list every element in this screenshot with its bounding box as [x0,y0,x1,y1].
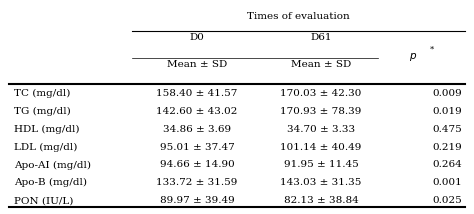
Text: 0.219: 0.219 [432,143,462,152]
Text: Apo-B (mg/dl): Apo-B (mg/dl) [14,178,87,187]
Text: Apo-AI (mg/dl): Apo-AI (mg/dl) [14,160,91,169]
Text: 170.93 ± 78.39: 170.93 ± 78.39 [281,107,362,116]
Text: 82.13 ± 38.84: 82.13 ± 38.84 [284,196,358,205]
Text: Times of evaluation: Times of evaluation [247,12,350,21]
Text: Mean ± SD: Mean ± SD [291,60,351,69]
Text: 143.03 ± 31.35: 143.03 ± 31.35 [281,178,362,187]
Text: 0.264: 0.264 [432,160,462,169]
Text: $p$: $p$ [409,51,418,62]
Text: 0.019: 0.019 [432,107,462,116]
Text: 94.66 ± 14.90: 94.66 ± 14.90 [160,160,235,169]
Text: TC (mg/dl): TC (mg/dl) [14,89,71,98]
Text: D0: D0 [190,33,205,42]
Text: 101.14 ± 40.49: 101.14 ± 40.49 [281,143,362,152]
Text: PON (IU/L): PON (IU/L) [14,196,73,205]
Text: D61: D61 [310,33,332,42]
Text: *: * [429,45,434,53]
Text: 95.01 ± 37.47: 95.01 ± 37.47 [160,143,235,152]
Text: 34.70 ± 3.33: 34.70 ± 3.33 [287,125,355,134]
Text: 0.001: 0.001 [432,178,462,187]
Text: LDL (mg/dl): LDL (mg/dl) [14,143,77,152]
Text: 133.72 ± 31.59: 133.72 ± 31.59 [156,178,238,187]
Text: 91.95 ± 11.45: 91.95 ± 11.45 [284,160,358,169]
Text: 89.97 ± 39.49: 89.97 ± 39.49 [160,196,235,205]
Text: TG (mg/dl): TG (mg/dl) [14,107,71,116]
Text: 0.475: 0.475 [432,125,462,134]
Text: 0.025: 0.025 [432,196,462,205]
Text: 34.86 ± 3.69: 34.86 ± 3.69 [163,125,231,134]
Text: Mean ± SD: Mean ± SD [167,60,228,69]
Text: 142.60 ± 43.02: 142.60 ± 43.02 [156,107,238,116]
Text: 0.009: 0.009 [432,89,462,98]
Text: HDL (mg/dl): HDL (mg/dl) [14,125,80,134]
Text: 158.40 ± 41.57: 158.40 ± 41.57 [156,89,238,98]
Text: 170.03 ± 42.30: 170.03 ± 42.30 [281,89,362,98]
